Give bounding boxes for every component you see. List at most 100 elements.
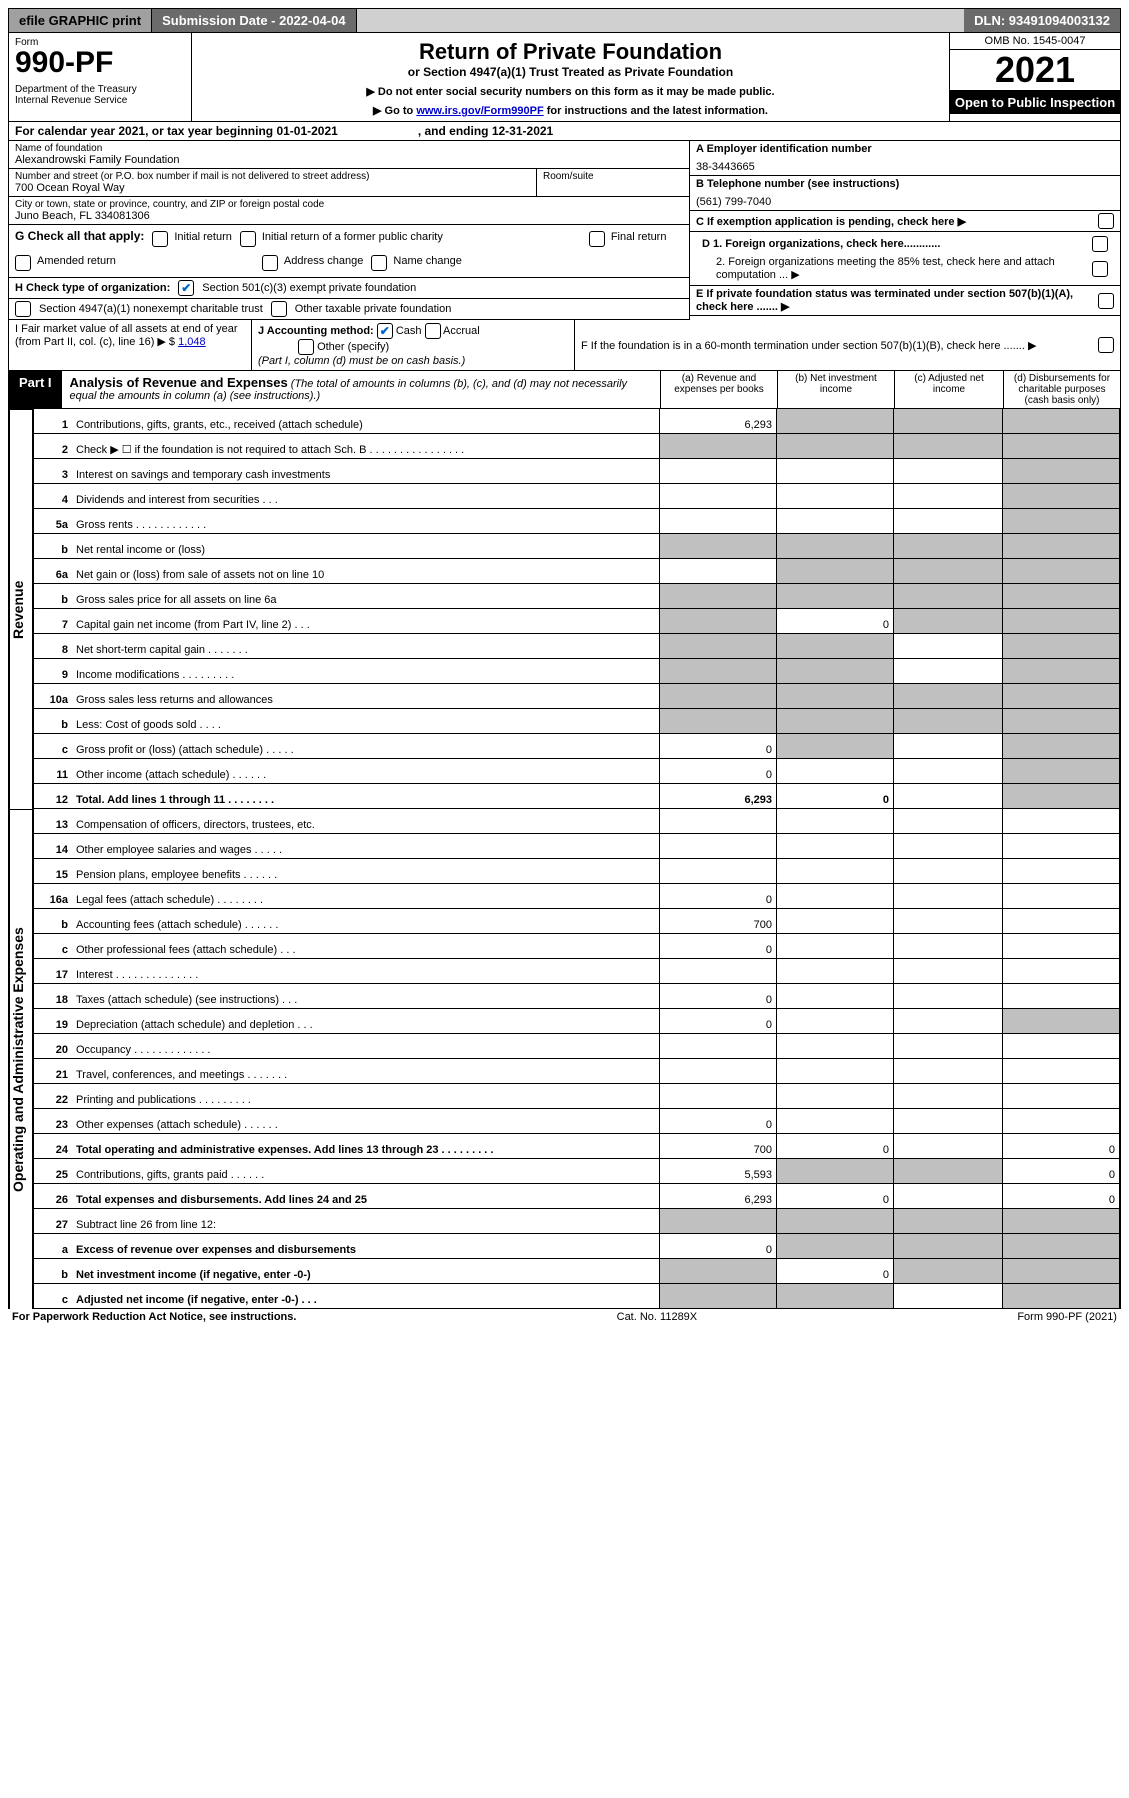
checkbox-address-change[interactable] — [262, 255, 278, 271]
row-26: 26Total expenses and disbursements. Add … — [34, 1184, 1120, 1209]
opt-initial: Initial return — [174, 231, 231, 243]
tax-year: 2021 — [950, 50, 1120, 90]
row-24: 24Total operating and administrative exp… — [34, 1134, 1120, 1159]
col-c-header: (c) Adjusted net income — [894, 371, 1003, 408]
row-5a: 5aGross rents . . . . . . . . . . . . — [34, 509, 1120, 534]
opt-final: Final return — [611, 231, 667, 243]
room-suite-label: Room/suite — [543, 171, 683, 182]
phone-label: B Telephone number (see instructions) — [696, 178, 1114, 190]
part1-title: Analysis of Revenue and Expenses — [70, 375, 288, 390]
checkbox-d1[interactable] — [1092, 236, 1108, 252]
row-14: 14Other employee salaries and wages . . … — [34, 834, 1120, 859]
identity-section: Name of foundation Alexandrowski Family … — [8, 141, 1121, 320]
form-instructions-link[interactable]: www.irs.gov/Form990PF — [416, 105, 543, 117]
part1-header: Part I Analysis of Revenue and Expenses … — [8, 371, 1121, 409]
revenue-side-label: Revenue — [9, 409, 33, 809]
j-accounting-cell: J Accounting method: ✔ Cash Accrual Othe… — [252, 320, 575, 370]
dept-line1: Department of the Treasury — [15, 84, 185, 95]
calendar-year-row: For calendar year 2021, or tax year begi… — [8, 122, 1121, 141]
opt-initial-former: Initial return of a former public charit… — [262, 231, 443, 243]
expenses-side-label: Operating and Administrative Expenses — [9, 809, 33, 1309]
h-org-type-row2: Section 4947(a)(1) nonexempt charitable … — [9, 299, 689, 320]
city-label: City or town, state or province, country… — [15, 199, 683, 210]
checkbox-initial-former[interactable] — [240, 231, 256, 247]
col-d-header: (d) Disbursements for charitable purpose… — [1003, 371, 1120, 408]
checkbox-other-taxable[interactable] — [271, 301, 287, 317]
row-27b: bNet investment income (if negative, ent… — [34, 1259, 1120, 1284]
row-5b: bNet rental income or (loss) — [34, 534, 1120, 559]
foundation-name-label: Name of foundation — [15, 143, 683, 154]
c-exemption-label: C If exemption application is pending, c… — [696, 215, 1098, 228]
calendar-begin: For calendar year 2021, or tax year begi… — [15, 124, 338, 138]
checkbox-cash[interactable]: ✔ — [377, 323, 393, 339]
g-check-section: G Check all that apply: Initial return I… — [9, 225, 689, 278]
page-footer: For Paperwork Reduction Act Notice, see … — [8, 1309, 1121, 1325]
ein-label: A Employer identification number — [696, 143, 1114, 155]
row-27c: cAdjusted net income (if negative, enter… — [34, 1284, 1120, 1309]
row-16b: bAccounting fees (attach schedule) . . .… — [34, 909, 1120, 934]
note2-suffix: for instructions and the latest informat… — [544, 105, 768, 117]
d2-label: 2. Foreign organizations meeting the 85%… — [702, 256, 1092, 281]
checkbox-other-method[interactable] — [298, 339, 314, 355]
checkbox-final-return[interactable] — [589, 231, 605, 247]
ein-value: 38-3443665 — [696, 155, 1114, 173]
row-20: 20Occupancy . . . . . . . . . . . . . — [34, 1034, 1120, 1059]
e-terminated-row: E If private foundation status was termi… — [690, 286, 1120, 316]
checkbox-initial-return[interactable] — [152, 231, 168, 247]
opt-addr: Address change — [284, 255, 364, 267]
row-18: 18Taxes (attach schedule) (see instructi… — [34, 984, 1120, 1009]
row-22: 22Printing and publications . . . . . . … — [34, 1084, 1120, 1109]
address-row: Number and street (or P.O. box number if… — [9, 169, 689, 197]
expenses-table: 13Compensation of officers, directors, t… — [33, 809, 1120, 1309]
revenue-section: Revenue 1Contributions, gifts, grants, e… — [8, 409, 1121, 809]
row-27a: aExcess of revenue over expenses and dis… — [34, 1234, 1120, 1259]
h-opt3: Other taxable private foundation — [295, 303, 452, 315]
row-9: 9Income modifications . . . . . . . . . — [34, 659, 1120, 684]
checkbox-e[interactable] — [1098, 293, 1114, 309]
h-org-type-row1: H Check type of organization: ✔Section 5… — [9, 278, 689, 299]
checkbox-d2[interactable] — [1092, 261, 1108, 277]
row-15: 15Pension plans, employee benefits . . .… — [34, 859, 1120, 884]
c-exemption-row: C If exemption application is pending, c… — [690, 211, 1120, 232]
form-note2: ▶ Go to www.irs.gov/Form990PF for instru… — [198, 104, 943, 117]
checkbox-exemption-pending[interactable] — [1098, 213, 1114, 229]
g-label: G Check all that apply: — [15, 229, 144, 249]
row-1: 1Contributions, gifts, grants, etc., rec… — [34, 409, 1120, 434]
j-other: Other (specify) — [317, 341, 389, 353]
dln-label: DLN: 93491094003132 — [964, 9, 1120, 32]
i-value-link[interactable]: 1,048 — [178, 336, 206, 348]
form-note1: ▶ Do not enter social security numbers o… — [198, 85, 943, 98]
f-label: F If the foundation is in a 60-month ter… — [581, 339, 1098, 352]
submission-date-label: Submission Date - 2022-04-04 — [152, 9, 357, 32]
row-13: 13Compensation of officers, directors, t… — [34, 809, 1120, 834]
row-6b: bGross sales price for all assets on lin… — [34, 584, 1120, 609]
checkbox-name-change[interactable] — [371, 255, 387, 271]
checkbox-501c3[interactable]: ✔ — [178, 280, 194, 296]
row-10c: cGross profit or (loss) (attach schedule… — [34, 734, 1120, 759]
form-subtitle: or Section 4947(a)(1) Trust Treated as P… — [198, 65, 943, 79]
checkbox-4947a1[interactable] — [15, 301, 31, 317]
efile-print-label[interactable]: efile GRAPHIC print — [9, 9, 152, 32]
footer-paperwork: For Paperwork Reduction Act Notice, see … — [12, 1311, 296, 1323]
top-bar: efile GRAPHIC print Submission Date - 20… — [8, 8, 1121, 33]
row-7: 7Capital gain net income (from Part IV, … — [34, 609, 1120, 634]
h-opt1: Section 501(c)(3) exempt private foundat… — [202, 282, 416, 294]
opt-amended: Amended return — [37, 255, 116, 267]
j-accrual: Accrual — [443, 325, 480, 337]
col-b-header: (b) Net investment income — [777, 371, 894, 408]
checkbox-accrual[interactable] — [425, 323, 441, 339]
expenses-section: Operating and Administrative Expenses 13… — [8, 809, 1121, 1309]
checkbox-f[interactable] — [1098, 337, 1114, 353]
row-2: 2Check ▶ ☐ if the foundation is not requ… — [34, 434, 1120, 459]
h-opt2: Section 4947(a)(1) nonexempt charitable … — [39, 303, 263, 315]
row-16c: cOther professional fees (attach schedul… — [34, 934, 1120, 959]
d-foreign-row: D 1. Foreign organizations, check here..… — [690, 232, 1120, 286]
part1-badge: Part I — [9, 371, 62, 408]
opt-name: Name change — [393, 255, 462, 267]
form-title: Return of Private Foundation — [198, 39, 943, 65]
checkbox-amended-return[interactable] — [15, 255, 31, 271]
phone-value: (561) 799-7040 — [696, 190, 1114, 208]
row-27: 27Subtract line 26 from line 12: — [34, 1209, 1120, 1234]
city-cell: City or town, state or province, country… — [9, 197, 689, 225]
e-label: E If private foundation status was termi… — [696, 288, 1098, 313]
